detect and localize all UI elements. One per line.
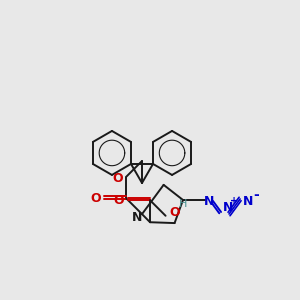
Text: N: N <box>132 211 142 224</box>
Text: N: N <box>223 202 233 214</box>
Text: N: N <box>204 196 214 208</box>
Text: -: - <box>253 188 259 202</box>
Text: O: O <box>114 194 124 207</box>
Text: O: O <box>112 172 123 185</box>
Text: O: O <box>90 192 101 205</box>
Text: H: H <box>178 199 187 209</box>
Text: O: O <box>169 206 180 219</box>
Text: +: + <box>230 196 238 206</box>
Text: N: N <box>243 196 253 208</box>
